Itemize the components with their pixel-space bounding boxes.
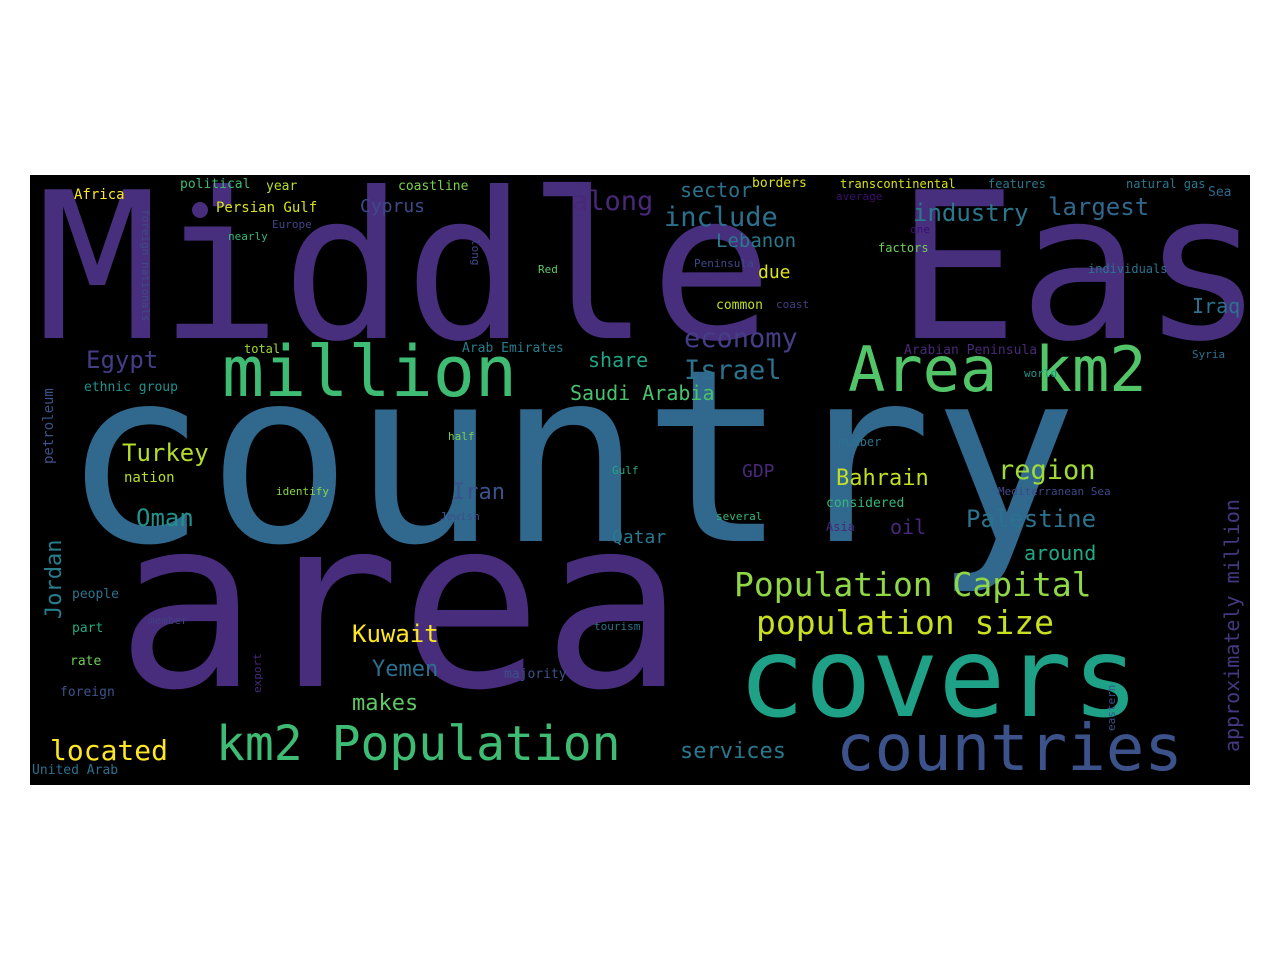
word-qatar: Qatar bbox=[612, 527, 667, 548]
word-covers: covers bbox=[738, 614, 1139, 743]
word-approximately-million: approximately million bbox=[1220, 499, 1244, 752]
word-iraq: Iraq bbox=[1192, 294, 1241, 318]
word-rate: rate bbox=[70, 654, 102, 669]
word-factors: factors bbox=[878, 241, 929, 255]
word-europe: Europe bbox=[272, 218, 312, 231]
word-turkey: Turkey bbox=[122, 439, 209, 467]
word-located: located bbox=[50, 734, 169, 767]
word-area: area bbox=[116, 467, 685, 742]
word-saudi-arabia: Saudi Arabia bbox=[570, 381, 715, 405]
word-include: include bbox=[664, 202, 778, 233]
dot-mark bbox=[192, 202, 208, 218]
word-red: Red bbox=[538, 263, 558, 276]
word-economy: economy bbox=[684, 323, 798, 354]
word-ethnic-group: ethnic group bbox=[84, 380, 178, 395]
word-services: services bbox=[680, 739, 786, 764]
word-year: year bbox=[266, 179, 298, 194]
word-palestine: Palestine bbox=[966, 505, 1097, 533]
word-asia: Asia bbox=[826, 520, 855, 534]
word-sector: sector bbox=[680, 178, 753, 202]
word-oman: Oman bbox=[136, 504, 194, 532]
word-kuwait: Kuwait bbox=[352, 620, 439, 648]
word-coast: coast bbox=[776, 298, 810, 311]
word-israel: Israel bbox=[684, 355, 782, 386]
word-one: one bbox=[910, 223, 930, 236]
word-foreign-nationals: foreign nationals bbox=[139, 209, 152, 322]
word-due: due bbox=[758, 262, 791, 283]
word-eastern: eastern bbox=[1105, 684, 1118, 731]
word-jewish: Jewish bbox=[440, 510, 480, 523]
word-petroleum: petroleum bbox=[41, 388, 57, 464]
word-population-size: population size bbox=[756, 603, 1055, 642]
word-long: long bbox=[469, 239, 482, 266]
word-gdp: GDP bbox=[742, 461, 775, 482]
word-countries: countries bbox=[836, 712, 1183, 785]
word-individuals: individuals bbox=[1088, 262, 1168, 276]
word-transcontinental: transcontinental bbox=[840, 177, 956, 191]
word-area-km2: Area km2 bbox=[848, 333, 1147, 406]
word-cyprus: Cyprus bbox=[360, 196, 426, 217]
word-egypt: Egypt bbox=[86, 346, 159, 374]
word-km2-population: km2 Population bbox=[216, 716, 621, 772]
word-coastline: coastline bbox=[398, 179, 469, 194]
word-part: part bbox=[72, 621, 104, 636]
word-persian-gulf: Persian Gulf bbox=[216, 200, 318, 216]
word-majority: majority bbox=[504, 667, 567, 682]
word-world: world bbox=[1024, 367, 1058, 380]
word-region: region bbox=[998, 455, 1096, 486]
word-sea: Sea bbox=[1208, 185, 1232, 200]
word-political: political bbox=[180, 177, 251, 192]
word-iran: Iran bbox=[452, 480, 505, 505]
word-peninsula: Peninsula bbox=[694, 257, 754, 270]
word-united-arab: United Arab bbox=[32, 763, 119, 778]
word-oil: oil bbox=[890, 515, 927, 539]
word-bahrain: Bahrain bbox=[836, 466, 929, 491]
word-industry: industry bbox=[913, 199, 1029, 227]
word-arab-emirates: Arab Emirates bbox=[462, 341, 564, 356]
word-considered: considered bbox=[826, 496, 905, 511]
word-foreign: foreign bbox=[60, 685, 115, 700]
word-natural-gas: natural gas bbox=[1126, 177, 1206, 191]
word-population-capital: Population Capital bbox=[734, 565, 1092, 604]
word-arabian-peninsula: Arabian Peninsula bbox=[904, 343, 1038, 358]
word-country: country bbox=[62, 317, 1078, 598]
word-lebanon: Lebanon bbox=[716, 230, 797, 252]
word-identify: identify bbox=[276, 485, 329, 498]
word-cloud: country Middle East area covers million … bbox=[30, 175, 1250, 785]
word-export: export bbox=[251, 653, 264, 693]
word-member: member bbox=[148, 614, 188, 627]
word-number: number bbox=[838, 435, 882, 449]
word-largest: largest bbox=[1048, 193, 1150, 221]
word-around: around bbox=[1024, 541, 1097, 565]
word-common: common bbox=[716, 298, 763, 313]
word-nearly: nearly bbox=[228, 230, 268, 243]
word-people: people bbox=[72, 587, 119, 602]
word-mediterranean-sea: Mediterranean Sea bbox=[998, 485, 1111, 498]
word-features: features bbox=[988, 177, 1046, 191]
word-nation: nation bbox=[124, 470, 175, 486]
word-tourism: tourism bbox=[594, 620, 641, 633]
word-africa: Africa bbox=[74, 187, 125, 203]
word-half: half bbox=[448, 430, 475, 443]
word-share: share bbox=[588, 348, 649, 372]
word-jordan: Jordan bbox=[42, 539, 67, 619]
word-along: along bbox=[572, 186, 654, 217]
word-gulf: Gulf bbox=[612, 464, 639, 477]
word-borders: borders bbox=[752, 176, 807, 191]
word-several: several bbox=[716, 510, 763, 523]
word-makes: makes bbox=[352, 691, 419, 716]
word-middle-east: Middle East bbox=[36, 175, 1250, 387]
word-million: million bbox=[222, 331, 518, 413]
word-syria: Syria bbox=[1192, 348, 1226, 361]
word-yemen: Yemen bbox=[372, 657, 439, 682]
word-total: total bbox=[244, 342, 281, 356]
word-average: average bbox=[836, 190, 883, 203]
